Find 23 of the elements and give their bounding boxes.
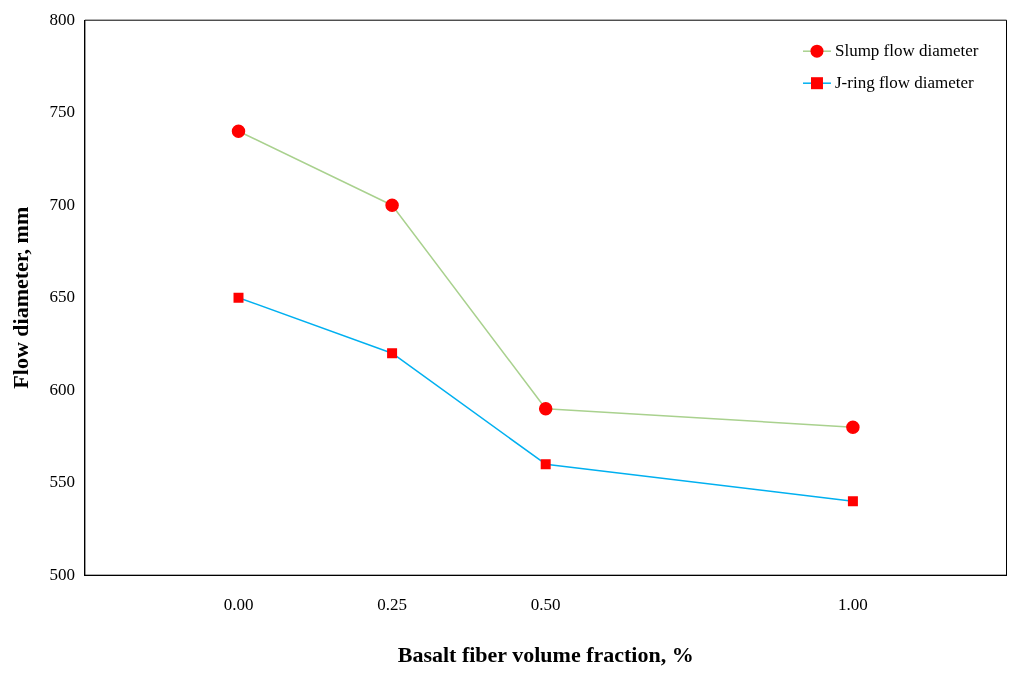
y-tick-label: 600 xyxy=(49,379,75,399)
y-tick-label: 700 xyxy=(49,194,75,214)
point xyxy=(385,198,399,212)
point xyxy=(387,348,398,359)
x-axis-title: Basalt fiber volume fraction, % xyxy=(397,642,694,668)
x-tick-label: 0.25 xyxy=(377,594,407,614)
point xyxy=(846,420,860,434)
y-tick-label: 650 xyxy=(49,287,75,307)
point xyxy=(540,459,551,470)
y-axis-title: Flow diameter, mm xyxy=(7,206,33,389)
point xyxy=(233,292,244,303)
x-tick-label: 0.00 xyxy=(223,594,254,614)
y-tick-label: 800 xyxy=(49,9,75,29)
point xyxy=(231,124,246,138)
legend-label: Slump flow diameter xyxy=(834,40,979,60)
legend-label: J-ring flow diameter xyxy=(834,72,975,92)
x-tick-label: 0.50 xyxy=(530,594,561,614)
y-tick-label: 550 xyxy=(49,472,75,492)
y-tick-label: 500 xyxy=(49,564,75,584)
x-tick-label: 1.00 xyxy=(838,594,868,614)
point xyxy=(538,401,553,416)
y-tick-label: 750 xyxy=(49,102,75,122)
point xyxy=(847,496,858,507)
